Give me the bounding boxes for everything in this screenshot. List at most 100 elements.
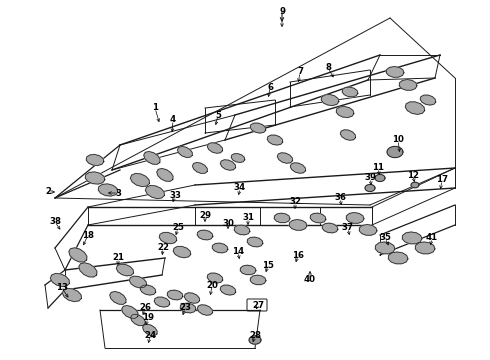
Text: 25: 25 — [172, 224, 184, 233]
Polygon shape — [62, 288, 81, 302]
Polygon shape — [85, 172, 105, 184]
Polygon shape — [173, 247, 191, 258]
Text: 10: 10 — [392, 135, 404, 144]
Text: 6: 6 — [267, 82, 273, 91]
Polygon shape — [98, 184, 118, 196]
Polygon shape — [234, 225, 250, 235]
Polygon shape — [411, 182, 419, 188]
Text: 36: 36 — [334, 194, 346, 202]
Polygon shape — [184, 293, 199, 303]
Polygon shape — [177, 147, 192, 157]
Text: 26: 26 — [139, 303, 151, 312]
Polygon shape — [388, 252, 408, 264]
Text: 40: 40 — [304, 275, 316, 284]
Polygon shape — [110, 292, 126, 304]
Polygon shape — [387, 147, 403, 158]
Text: 7: 7 — [297, 68, 303, 77]
Polygon shape — [321, 95, 339, 105]
Text: 33: 33 — [169, 190, 181, 199]
Polygon shape — [180, 303, 196, 313]
Polygon shape — [130, 174, 149, 186]
Polygon shape — [50, 274, 70, 287]
Polygon shape — [346, 212, 364, 223]
Polygon shape — [277, 153, 293, 163]
Polygon shape — [274, 213, 290, 222]
Text: 9: 9 — [279, 8, 285, 17]
Text: 19: 19 — [142, 314, 154, 323]
Polygon shape — [231, 154, 245, 162]
Polygon shape — [154, 297, 170, 307]
Text: 37: 37 — [342, 224, 354, 233]
Polygon shape — [144, 152, 160, 164]
Text: 11: 11 — [372, 163, 384, 172]
Polygon shape — [289, 220, 307, 230]
Polygon shape — [197, 230, 213, 240]
Polygon shape — [167, 290, 183, 300]
Polygon shape — [220, 285, 236, 295]
Text: 21: 21 — [112, 253, 124, 262]
Text: 38: 38 — [49, 217, 61, 226]
Polygon shape — [159, 233, 177, 244]
Polygon shape — [240, 265, 256, 275]
Polygon shape — [420, 95, 436, 105]
Text: 12: 12 — [407, 171, 419, 180]
Polygon shape — [399, 80, 417, 90]
Text: 2: 2 — [45, 188, 51, 197]
Polygon shape — [336, 107, 354, 117]
Text: 5: 5 — [215, 111, 221, 120]
Text: 4: 4 — [170, 116, 176, 125]
Polygon shape — [79, 263, 97, 277]
Polygon shape — [193, 162, 207, 174]
Text: 30: 30 — [222, 219, 234, 228]
Polygon shape — [207, 273, 223, 283]
Polygon shape — [116, 264, 133, 276]
Polygon shape — [290, 163, 306, 173]
Text: 35: 35 — [379, 234, 391, 243]
Polygon shape — [342, 87, 358, 97]
Text: 1: 1 — [152, 104, 158, 112]
Polygon shape — [207, 143, 222, 153]
Polygon shape — [386, 67, 404, 77]
Text: 20: 20 — [206, 280, 218, 289]
Polygon shape — [267, 135, 283, 145]
Text: 17: 17 — [436, 175, 448, 184]
Text: 28: 28 — [249, 330, 261, 339]
Text: 31: 31 — [242, 213, 254, 222]
Polygon shape — [310, 213, 326, 223]
Polygon shape — [250, 123, 266, 133]
Text: 34: 34 — [234, 184, 246, 193]
Polygon shape — [122, 306, 138, 318]
Text: 15: 15 — [262, 261, 274, 270]
Text: 23: 23 — [179, 303, 191, 312]
Polygon shape — [131, 314, 145, 325]
Text: 32: 32 — [289, 198, 301, 207]
Polygon shape — [140, 285, 156, 295]
Polygon shape — [416, 242, 435, 254]
Polygon shape — [359, 225, 377, 235]
Polygon shape — [322, 223, 338, 233]
Text: 18: 18 — [82, 230, 94, 239]
Polygon shape — [197, 305, 213, 315]
Text: 8: 8 — [325, 63, 331, 72]
Polygon shape — [402, 232, 422, 244]
Polygon shape — [250, 275, 266, 285]
Text: 41: 41 — [426, 234, 438, 243]
Polygon shape — [220, 160, 236, 170]
Text: 14: 14 — [232, 248, 244, 256]
Polygon shape — [69, 248, 87, 262]
Polygon shape — [146, 185, 165, 199]
Text: 29: 29 — [199, 211, 211, 220]
Text: 16: 16 — [292, 251, 304, 260]
Text: 22: 22 — [157, 243, 169, 252]
Polygon shape — [375, 242, 395, 254]
Polygon shape — [143, 324, 157, 336]
Text: 27: 27 — [252, 301, 264, 310]
Text: 3: 3 — [115, 189, 121, 198]
Polygon shape — [157, 168, 173, 181]
Polygon shape — [375, 175, 385, 181]
Polygon shape — [249, 336, 261, 344]
Text: 39: 39 — [364, 174, 376, 183]
Polygon shape — [247, 237, 263, 247]
Polygon shape — [341, 130, 356, 140]
Polygon shape — [405, 102, 425, 114]
